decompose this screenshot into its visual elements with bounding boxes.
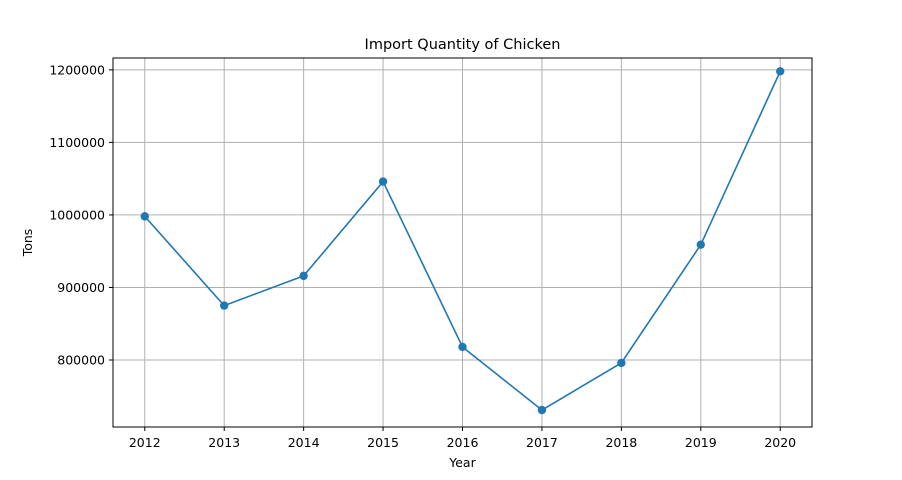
x-tick-label: 2019 <box>685 435 717 450</box>
x-tick-label: 2015 <box>367 435 399 450</box>
data-point <box>776 67 785 76</box>
y-tick-label: 1000000 <box>49 207 105 222</box>
y-tick-label: 1200000 <box>49 62 105 77</box>
y-tick-label: 1100000 <box>49 135 105 150</box>
chart-title: Import Quantity of Chicken <box>365 37 561 53</box>
data-point <box>140 212 149 221</box>
x-tick-label: 2012 <box>129 435 161 450</box>
data-point <box>617 358 626 368</box>
data-point <box>696 240 705 249</box>
x-tick-label: 2020 <box>764 435 796 450</box>
y-tick-label: 900000 <box>57 280 105 295</box>
data-point <box>299 271 308 281</box>
series <box>140 67 785 415</box>
grid-lines <box>113 58 812 427</box>
data-point <box>378 177 388 186</box>
x-tick-label: 2016 <box>447 435 479 450</box>
x-tick-label: 2017 <box>526 435 558 450</box>
data-point <box>220 301 229 310</box>
x-tick-label: 2018 <box>605 435 637 450</box>
y-axis-label: Tons <box>20 229 35 258</box>
data-point <box>537 405 547 415</box>
y-axis: 800000 900000 1000000 1100000 1200000 <box>49 62 113 368</box>
y-tick-label: 800000 <box>57 353 105 368</box>
x-axis: 2012 2013 2014 2015 2016 2017 2018 2019 2020 <box>129 427 796 450</box>
x-tick-label: 2013 <box>208 435 240 450</box>
x-axis-label: Year <box>448 455 476 470</box>
data-point <box>458 342 467 352</box>
x-tick-label: 2014 <box>288 435 320 450</box>
